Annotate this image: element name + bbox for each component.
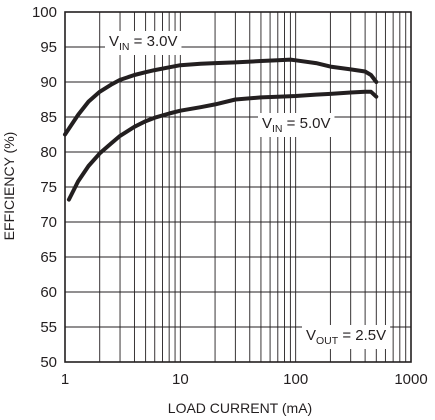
y-tick-label: 80 [40,144,57,161]
series-label-2: VIN = 5.0V [258,113,335,137]
x-tick-label: 1000 [394,371,427,388]
annotation-vout-rest: = 2.5V [338,327,386,344]
y-tick-label: 50 [40,354,57,371]
x-tick-label: 100 [283,371,308,388]
series-label-1-rest: = 3.0V [130,33,178,50]
annotation-vout-bg [302,325,391,349]
x-axis-title: LOAD CURRENT (mA) [168,400,312,416]
y-tick-label: 70 [40,214,57,231]
x-tick-label: 1 [61,371,69,388]
y-tick-label: 95 [40,39,57,56]
annotation-vout-sub: OUT [316,335,339,347]
tick-labels: 50 55 60 65 70 75 80 85 90 95 100 1 10 100 1000 [32,4,428,388]
y-tick-label: 60 [40,284,57,301]
series-label-2-rest: = 5.0V [283,115,331,132]
y-tick-label: 75 [40,179,57,196]
y-tick-label: 55 [40,319,57,336]
y-tick-label: 65 [40,249,57,266]
series-label-1-text: VIN = 3.0V [109,33,177,53]
series-label-2-text: VIN = 5.0V [262,115,330,135]
annotation-vout-text: VOUT = 2.5V [306,327,386,347]
grid [65,12,411,362]
series-label-1-bg [105,31,182,55]
series-label-1-main: V [109,33,119,50]
series-label-2-sub: IN [272,123,283,135]
x-tick-label: 10 [172,371,189,388]
annotation-vout-main: V [306,327,316,344]
annotation-vout: VOUT = 2.5V [302,325,391,349]
y-tick-label: 90 [40,74,57,91]
plot-frame [64,11,412,363]
series-line-1 [63,57,379,137]
y-tick-label: 100 [32,4,57,21]
series-line-2 [66,89,379,202]
series-label-2-main: V [262,115,272,132]
series-label-2-bg [258,113,335,137]
y-tick-label: 85 [40,109,57,126]
series-layer [63,57,379,202]
series-label-1: VIN = 3.0V [105,31,182,55]
series-label-1-sub: IN [119,41,130,53]
y-axis-title: EFFICIENCY (%) [1,132,17,241]
